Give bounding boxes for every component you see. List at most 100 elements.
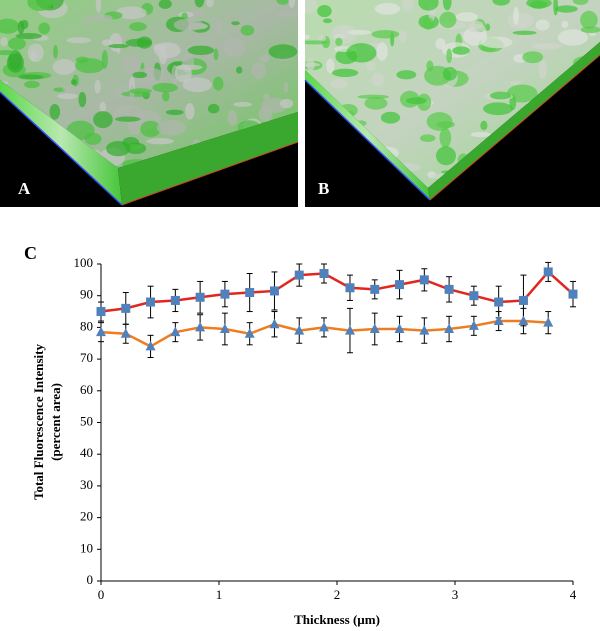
texture-blob xyxy=(317,4,332,18)
marker xyxy=(219,323,230,333)
y-tick-label: 70 xyxy=(80,350,93,365)
texture-blob xyxy=(380,111,401,124)
texture-blob xyxy=(115,6,147,20)
texture-blob xyxy=(509,80,522,86)
texture-blob xyxy=(101,39,113,46)
marker xyxy=(518,315,529,326)
texture-blob xyxy=(317,34,326,42)
texture-blob xyxy=(70,79,77,86)
texture-blob xyxy=(483,102,513,116)
marker xyxy=(145,340,156,351)
texture-blob xyxy=(506,84,538,103)
panel-label: A xyxy=(18,179,31,198)
texture-blob xyxy=(89,14,113,22)
texture-blob xyxy=(322,18,333,24)
texture-blob xyxy=(56,93,79,100)
marker xyxy=(319,321,330,332)
texture-blob xyxy=(132,71,148,79)
texture-blob xyxy=(452,46,470,55)
texture-blob xyxy=(305,34,310,40)
texture-blob xyxy=(345,29,372,35)
texture-blob xyxy=(439,127,452,148)
texture-blob xyxy=(152,82,178,93)
x-tick-label: 4 xyxy=(570,587,577,602)
texture-blob xyxy=(231,21,240,26)
image-b: B xyxy=(304,0,600,207)
y-tick-label: 0 xyxy=(87,572,94,587)
marker xyxy=(170,326,181,337)
marker xyxy=(244,328,255,338)
texture-blob xyxy=(240,24,255,36)
marker xyxy=(444,323,455,333)
texture-blob xyxy=(175,64,203,71)
marker xyxy=(121,303,131,313)
edge xyxy=(0,91,123,206)
texture-blob xyxy=(53,44,58,59)
texture-blob xyxy=(93,111,113,129)
texture-blob xyxy=(374,2,401,15)
texture-blob xyxy=(442,66,457,81)
panel-label: C xyxy=(24,243,37,263)
texture-blob xyxy=(94,79,101,94)
marker xyxy=(370,284,380,294)
texture-blob xyxy=(418,0,439,11)
texture-blob xyxy=(52,59,76,75)
texture-blob xyxy=(306,58,315,71)
texture-blob xyxy=(399,30,407,43)
marker xyxy=(120,328,131,338)
slab-side xyxy=(428,42,600,200)
marker xyxy=(195,321,206,332)
texture-blob xyxy=(396,70,417,80)
texture-blob xyxy=(135,67,165,84)
texture-blob xyxy=(66,37,92,44)
marker xyxy=(344,325,355,335)
marker xyxy=(493,315,504,326)
texture-blob xyxy=(435,146,456,166)
texture-blob xyxy=(227,109,238,126)
texture-blob xyxy=(288,0,296,8)
texture-blob xyxy=(7,37,26,50)
texture-blob xyxy=(342,25,350,37)
texture-blob xyxy=(78,91,87,108)
texture-blob xyxy=(95,0,102,13)
marker xyxy=(220,289,230,299)
marker xyxy=(518,295,528,305)
texture-blob xyxy=(108,44,129,49)
texture-blob xyxy=(364,96,388,110)
texture-blob xyxy=(24,80,40,89)
y-tick-label: 50 xyxy=(80,413,93,428)
y-tick-label: 40 xyxy=(80,445,93,460)
marker xyxy=(494,297,504,307)
slab-side xyxy=(305,70,430,200)
texture-blob xyxy=(206,0,214,8)
texture-blob xyxy=(553,0,559,16)
marker xyxy=(419,325,430,335)
texture-blob xyxy=(329,78,349,89)
marker xyxy=(468,320,479,330)
texture-blob xyxy=(222,38,246,57)
texture-blob xyxy=(153,42,181,59)
texture-blob xyxy=(561,20,569,29)
texture-blob xyxy=(402,0,414,13)
x-tick-label: 0 xyxy=(98,587,105,602)
texture-blob xyxy=(214,18,223,36)
texture-blob xyxy=(146,138,174,145)
texture-blob xyxy=(346,43,377,63)
marker xyxy=(96,307,106,317)
texture-blob xyxy=(83,17,91,25)
x-tick-label: 2 xyxy=(334,587,341,602)
texture-blob xyxy=(492,0,510,6)
texture-blob xyxy=(187,45,215,56)
texture-blob xyxy=(366,61,376,72)
texture-blob xyxy=(489,91,512,100)
texture-blob xyxy=(276,0,290,5)
texture-blob xyxy=(18,74,44,80)
texture-blob xyxy=(580,26,600,34)
marker xyxy=(170,295,180,305)
texture-blob xyxy=(213,48,219,61)
texture-blob xyxy=(259,54,271,63)
texture-blob xyxy=(446,48,453,64)
marker xyxy=(419,275,429,285)
texture-blob xyxy=(162,91,170,102)
texture-blob xyxy=(522,51,544,64)
